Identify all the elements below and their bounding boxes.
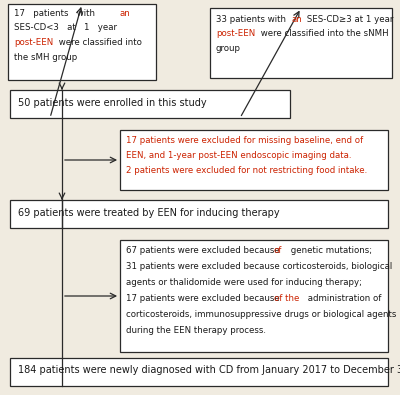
Text: 33 patients with: 33 patients with xyxy=(216,15,289,24)
Text: post-EEN: post-EEN xyxy=(216,30,255,38)
Text: of: of xyxy=(274,246,282,255)
Text: SES-CD<3   at   1   year: SES-CD<3 at 1 year xyxy=(14,23,117,32)
Bar xyxy=(10,358,388,386)
Text: corticosteroids, immunosuppressive drugs or biological agents: corticosteroids, immunosuppressive drugs… xyxy=(126,310,396,319)
Bar xyxy=(120,240,388,352)
Bar xyxy=(210,8,392,78)
Text: were classified into the sNMH: were classified into the sNMH xyxy=(258,30,389,38)
Text: were classified into: were classified into xyxy=(56,38,142,47)
Text: EEN, and 1-year post-EEN endoscopic imaging data.: EEN, and 1-year post-EEN endoscopic imag… xyxy=(126,151,352,160)
Text: SES-CD≥3 at 1 year: SES-CD≥3 at 1 year xyxy=(304,15,393,24)
Text: 50 patients were enrolled in this study: 50 patients were enrolled in this study xyxy=(18,98,207,108)
Bar xyxy=(10,200,388,228)
Text: 184 patients were newly diagnosed with CD from January 2017 to December 30, 2020: 184 patients were newly diagnosed with C… xyxy=(18,365,400,375)
Text: of the: of the xyxy=(274,294,299,303)
Text: 31 patients were excluded because corticosteroids, biological: 31 patients were excluded because cortic… xyxy=(126,262,392,271)
Text: 17 patients were excluded for missing baseline, end of: 17 patients were excluded for missing ba… xyxy=(126,136,363,145)
Text: an: an xyxy=(292,15,303,24)
Text: 17   patients   with: 17 patients with xyxy=(14,9,103,18)
Text: agents or thalidomide were used for inducing therapy;: agents or thalidomide were used for indu… xyxy=(126,278,362,287)
Text: group: group xyxy=(216,44,241,53)
Text: the sMH group: the sMH group xyxy=(14,53,77,62)
Bar xyxy=(120,130,388,190)
Text: during the EEN therapy process.: during the EEN therapy process. xyxy=(126,326,266,335)
Text: genetic mutations;: genetic mutations; xyxy=(288,246,372,255)
Text: post-EEN: post-EEN xyxy=(14,38,53,47)
Text: 69 patients were treated by EEN for inducing therapy: 69 patients were treated by EEN for indu… xyxy=(18,208,280,218)
Bar xyxy=(10,90,290,118)
Text: 2 patients were excluded for not restricting food intake.: 2 patients were excluded for not restric… xyxy=(126,166,367,175)
Text: 67 patients were excluded because: 67 patients were excluded because xyxy=(126,246,282,255)
Text: 17 patients were excluded because: 17 patients were excluded because xyxy=(126,294,282,303)
Text: administration of: administration of xyxy=(305,294,381,303)
Text: an: an xyxy=(120,9,131,18)
Bar xyxy=(8,4,156,80)
